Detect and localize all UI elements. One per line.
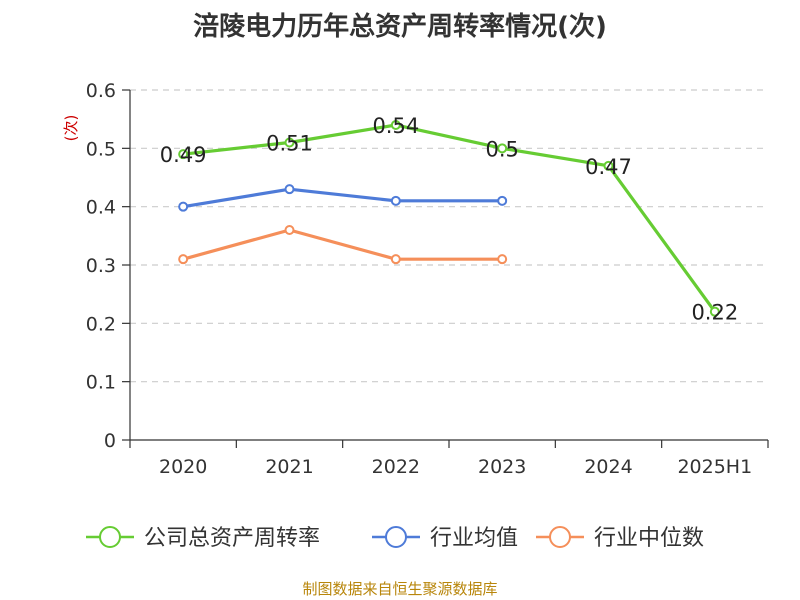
data-label: 0.51	[266, 132, 313, 156]
source-note: 制图数据来自恒生聚源数据库	[302, 580, 498, 598]
y-tick-label: 0.3	[86, 255, 116, 277]
data-point	[284, 184, 295, 195]
data-point	[178, 149, 189, 160]
legend-marker	[99, 526, 121, 548]
chart-title: 涪陵电力历年总资产周转率情况(次)	[193, 12, 607, 42]
data-point	[390, 195, 401, 206]
data-point	[178, 201, 189, 212]
data-point	[709, 306, 720, 317]
data-label-layer: 0.49 0.51 0.54 0.5 0.47 0.22	[160, 114, 738, 325]
data-point	[497, 195, 508, 206]
data-point	[390, 254, 401, 265]
x-tick-label: 2022	[372, 456, 420, 478]
series-layer	[178, 120, 720, 317]
y-tick-label: 0	[104, 430, 116, 452]
y-tick-label: 0.6	[86, 80, 116, 102]
y-tick-label: 0.2	[86, 313, 116, 335]
axis-layer: 0 0.1 0.2 0.3 0.4 0.5 0.6 2020 2021 2022 2023 2024 2…	[86, 80, 769, 478]
data-label: 0.22	[691, 301, 738, 325]
data-point	[497, 143, 508, 154]
data-point	[390, 120, 401, 130]
y-tick-label: 0.5	[86, 138, 116, 160]
x-tick-label: 2020	[159, 456, 207, 478]
legend-item: 行业中位数	[536, 526, 704, 551]
legend: 公司总资产周转率 行业均值 行业中位数	[86, 526, 704, 551]
series-line	[182, 187, 503, 209]
y-tick-label: 0.4	[86, 197, 116, 219]
x-tick-label: 2021	[265, 456, 313, 478]
data-point	[284, 225, 295, 235]
data-label: 0.49	[160, 143, 207, 167]
data-point	[603, 160, 614, 171]
legend-marker	[385, 526, 407, 548]
legend-item: 公司总资产周转率	[86, 526, 320, 551]
data-label: 0.54	[372, 114, 419, 138]
legend-label: 公司总资产周转率	[144, 526, 320, 551]
x-tick-label: 2024	[584, 456, 632, 478]
legend-marker	[549, 526, 571, 548]
x-tick-label: 2025H1	[677, 456, 752, 478]
series-line	[182, 228, 503, 261]
data-point	[178, 254, 189, 265]
y-axis-label: (次)	[62, 115, 80, 142]
data-label: 0.47	[585, 155, 632, 179]
legend-item: 行业均值	[372, 526, 518, 551]
series-line	[182, 123, 717, 313]
data-point	[284, 137, 295, 148]
y-tick-label: 0.1	[86, 372, 116, 394]
grid-layer	[130, 89, 768, 383]
data-point	[497, 254, 508, 265]
legend-label: 行业中位数	[594, 526, 704, 551]
x-tick-label: 2023	[478, 456, 526, 478]
legend-label: 行业均值	[430, 526, 518, 551]
data-label: 0.5	[485, 137, 518, 161]
